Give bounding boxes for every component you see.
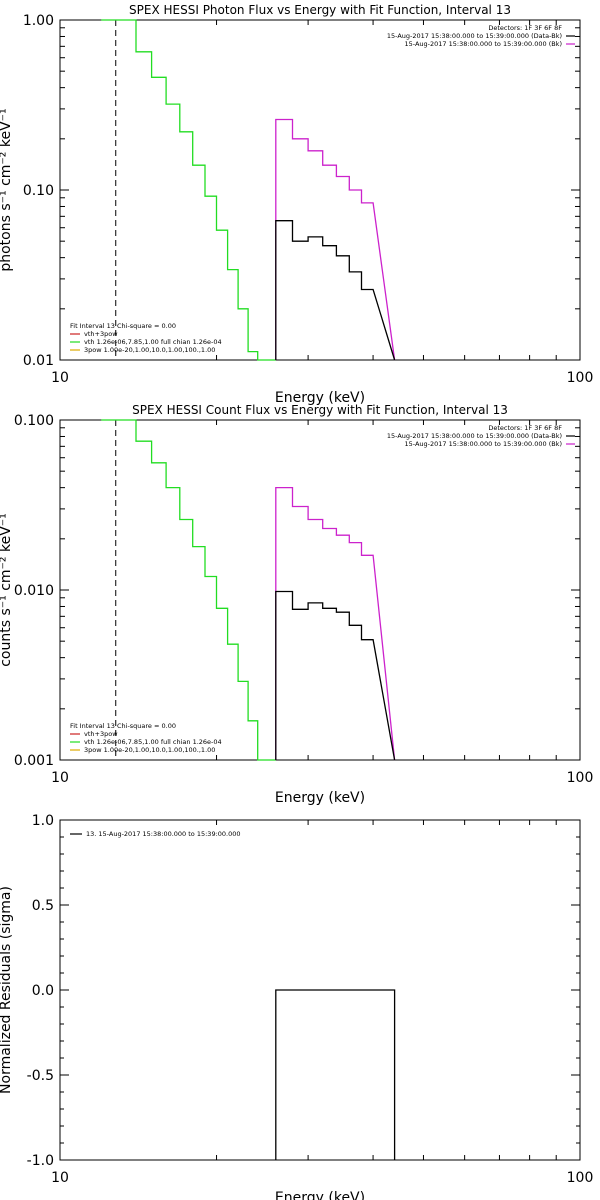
- x-tick-label-1: 100: [567, 370, 594, 386]
- legend-residual-entry: 13. 15-Aug-2017 15:38:00.000 to 15:39:00…: [86, 830, 241, 838]
- y-tick-label-3: -1.0: [27, 1153, 54, 1169]
- legend-bottom-entry-1: vth 1.26e-06,7.85,1.00 full chian 1.26e-…: [84, 338, 222, 346]
- legend-bottom-entry-2: Fit Interval 13 Chi-square = 0.00: [70, 722, 176, 730]
- y-tick-label-3: 0.0: [32, 983, 54, 999]
- legend-top-entry-2: 15-Aug-2017 15:38:00.000 to 15:39:00.000…: [387, 432, 562, 440]
- series-green-1: [101, 19, 276, 361]
- legend-bottom-entry-1: 3pow 1.00e-20,1.00,10.0,1.00,100.,1.00: [84, 346, 215, 354]
- x-axis-label-3: Energy (keV): [275, 1190, 365, 1200]
- legend-bottom-entry-1: vth+3pow: [84, 330, 118, 338]
- x-tick-label-3: 100: [567, 1170, 594, 1186]
- x-tick-label-2: 10: [51, 770, 69, 786]
- y-axis-label-3: Normalized Residuals (sigma): [0, 886, 14, 1094]
- legend-top-entry-1: 15-Aug-2017 15:38:00.000 to 15:39:00.000…: [387, 32, 562, 40]
- x-axis-label-1: Energy (keV): [275, 390, 365, 406]
- y-tick-label-3: -0.5: [27, 1068, 54, 1084]
- y-tick-label-1: 0.10: [23, 183, 54, 199]
- legend-top-entry-2: 15-Aug-2017 15:38:00.000 to 15:39:00.000…: [405, 440, 562, 448]
- series-magenta-1: [275, 118, 396, 361]
- series-black-1: [275, 220, 396, 361]
- y-tick-label-2: 0.100: [14, 413, 54, 429]
- y-tick-label-1: 0.01: [23, 353, 54, 369]
- y-tick-label-3: 1.0: [32, 813, 54, 829]
- legend-bottom-entry-2: vth+3pow: [84, 730, 118, 738]
- legend-bottom-entry-1: Fit Interval 13 Chi-square = 0.00: [70, 322, 176, 330]
- x-tick-label-1: 10: [51, 370, 69, 386]
- legend-top-entry-2: Detectors: 1F 3F 6F 8F: [488, 424, 562, 432]
- y-tick-label-2: 0.010: [14, 583, 54, 599]
- x-axis-label-2: Energy (keV): [275, 790, 365, 806]
- x-tick-label-3: 10: [51, 1170, 69, 1186]
- y-tick-label-1: 1.00: [23, 13, 54, 29]
- series-black-3: [275, 989, 396, 1160]
- y-tick-label-2: 0.001: [14, 753, 54, 769]
- legend-bottom-entry-2: 3pow 1.00e-20,1.00,10.0,1.00,100.,1.00: [84, 746, 215, 754]
- plot-frame-1: [59, 19, 581, 361]
- series-green-2: [101, 419, 276, 761]
- legend-bottom-entry-2: vth 1.26e-06,7.85,1.00 full chian 1.26e-…: [84, 738, 222, 746]
- chart-title-1: SPEX HESSI Photon Flux vs Energy with Fi…: [129, 3, 511, 17]
- y-axis-label-1: photons s⁻¹ cm⁻² keV⁻¹: [0, 108, 14, 271]
- chart-title-2: SPEX HESSI Count Flux vs Energy with Fit…: [132, 403, 508, 417]
- series-black-2: [275, 590, 396, 761]
- legend-top-entry-1: 15-Aug-2017 15:38:00.000 to 15:39:00.000…: [405, 40, 562, 48]
- series-magenta-2: [275, 486, 396, 761]
- y-axis-label-2: counts s⁻¹ cm⁻² keV⁻¹: [0, 513, 14, 667]
- plot-frame-2: [59, 419, 581, 761]
- x-tick-label-2: 100: [567, 770, 594, 786]
- legend-top-entry-1: Detectors: 1F 3F 6F 8F: [488, 24, 562, 32]
- y-tick-label-3: 0.5: [32, 898, 54, 914]
